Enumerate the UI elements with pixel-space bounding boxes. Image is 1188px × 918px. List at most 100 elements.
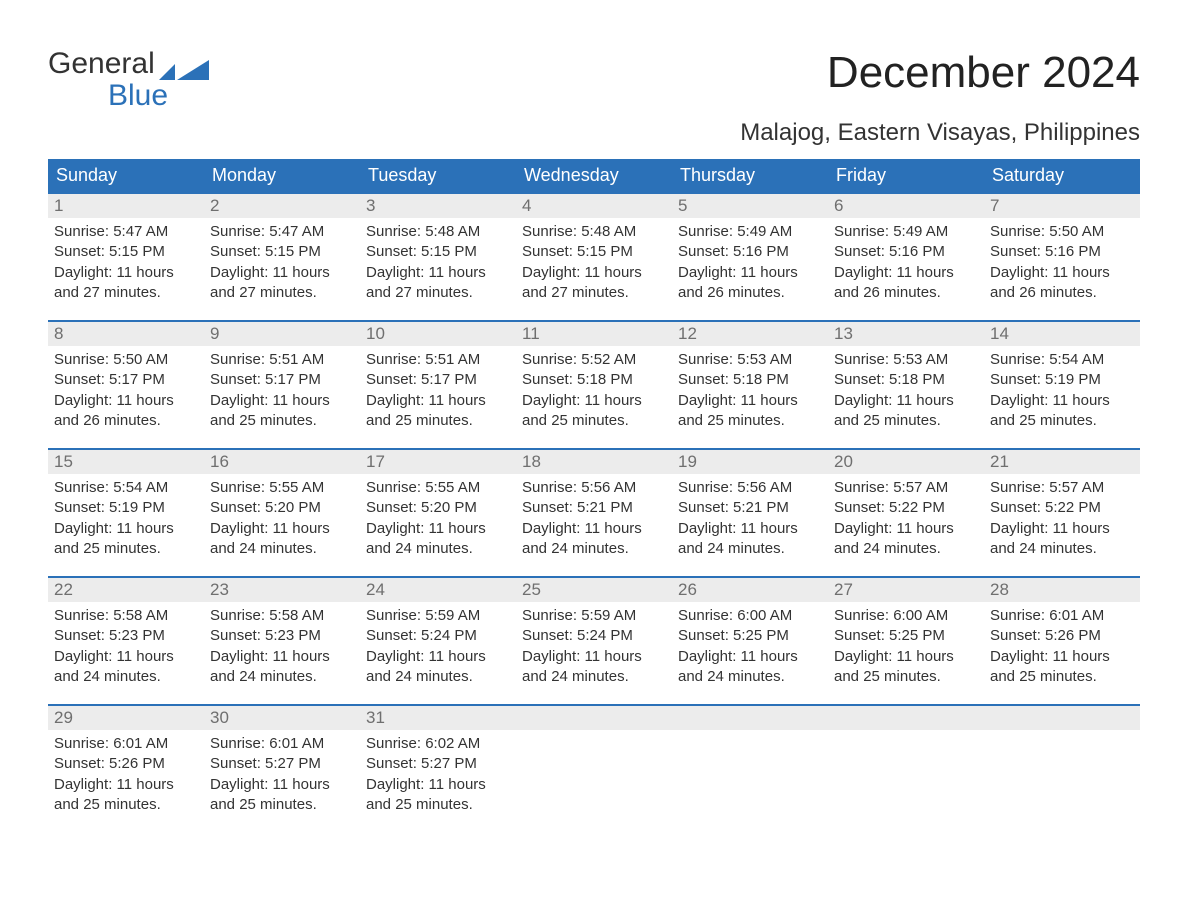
daylight-line1: Daylight: 11 hours <box>366 263 510 283</box>
calendar-day-cell <box>672 704 828 832</box>
location-subtitle: Malajog, Eastern Visayas, Philippines <box>48 119 1140 147</box>
sunrise-line: Sunrise: 5:53 AM <box>834 350 978 370</box>
sunrise-line: Sunrise: 5:47 AM <box>54 222 198 242</box>
day-details: Sunrise: 5:55 AMSunset: 5:20 PMDaylight:… <box>204 474 360 567</box>
daylight-line2: and 25 minutes. <box>990 411 1134 431</box>
daylight-line1: Daylight: 11 hours <box>834 263 978 283</box>
sunset-line: Sunset: 5:15 PM <box>522 242 666 262</box>
calendar-day-cell: 23Sunrise: 5:58 AMSunset: 5:23 PMDayligh… <box>204 576 360 704</box>
calendar-day-cell: 26Sunrise: 6:00 AMSunset: 5:25 PMDayligh… <box>672 576 828 704</box>
sunset-line: Sunset: 5:27 PM <box>210 754 354 774</box>
daylight-line2: and 25 minutes. <box>366 795 510 815</box>
daylight-line2: and 24 minutes. <box>522 667 666 687</box>
day-number: 24 <box>360 576 516 602</box>
sunrise-line: Sunrise: 5:50 AM <box>990 222 1134 242</box>
sunset-line: Sunset: 5:16 PM <box>678 242 822 262</box>
calendar-day-cell: 10Sunrise: 5:51 AMSunset: 5:17 PMDayligh… <box>360 320 516 448</box>
calendar-day-cell <box>984 704 1140 832</box>
daylight-line1: Daylight: 11 hours <box>54 647 198 667</box>
calendar-day-cell: 6Sunrise: 5:49 AMSunset: 5:16 PMDaylight… <box>828 192 984 320</box>
day-details: Sunrise: 6:01 AMSunset: 5:27 PMDaylight:… <box>204 730 360 823</box>
day-details: Sunrise: 5:53 AMSunset: 5:18 PMDaylight:… <box>672 346 828 439</box>
day-details: Sunrise: 5:59 AMSunset: 5:24 PMDaylight:… <box>360 602 516 695</box>
day-details: Sunrise: 5:56 AMSunset: 5:21 PMDaylight:… <box>516 474 672 567</box>
day-number: 16 <box>204 448 360 474</box>
daylight-line1: Daylight: 11 hours <box>522 647 666 667</box>
calendar-day-cell: 17Sunrise: 5:55 AMSunset: 5:20 PMDayligh… <box>360 448 516 576</box>
sunrise-line: Sunrise: 5:52 AM <box>522 350 666 370</box>
calendar-day-cell: 21Sunrise: 5:57 AMSunset: 5:22 PMDayligh… <box>984 448 1140 576</box>
daylight-line1: Daylight: 11 hours <box>990 263 1134 283</box>
calendar-day-cell: 25Sunrise: 5:59 AMSunset: 5:24 PMDayligh… <box>516 576 672 704</box>
calendar-day-cell: 11Sunrise: 5:52 AMSunset: 5:18 PMDayligh… <box>516 320 672 448</box>
calendar-day-cell: 14Sunrise: 5:54 AMSunset: 5:19 PMDayligh… <box>984 320 1140 448</box>
sunrise-line: Sunrise: 5:54 AM <box>54 478 198 498</box>
daylight-line2: and 24 minutes. <box>834 539 978 559</box>
daylight-line1: Daylight: 11 hours <box>522 391 666 411</box>
day-details: Sunrise: 5:58 AMSunset: 5:23 PMDaylight:… <box>48 602 204 695</box>
sunset-line: Sunset: 5:15 PM <box>366 242 510 262</box>
daylight-line1: Daylight: 11 hours <box>834 519 978 539</box>
daylight-line2: and 24 minutes. <box>522 539 666 559</box>
day-number: 15 <box>48 448 204 474</box>
daylight-line1: Daylight: 11 hours <box>210 519 354 539</box>
calendar-day-cell: 7Sunrise: 5:50 AMSunset: 5:16 PMDaylight… <box>984 192 1140 320</box>
day-details: Sunrise: 5:53 AMSunset: 5:18 PMDaylight:… <box>828 346 984 439</box>
weekday-header: Saturday <box>984 159 1140 192</box>
day-details: Sunrise: 5:57 AMSunset: 5:22 PMDaylight:… <box>984 474 1140 567</box>
daylight-line2: and 26 minutes. <box>990 283 1134 303</box>
sunset-line: Sunset: 5:26 PM <box>54 754 198 774</box>
calendar-day-cell: 19Sunrise: 5:56 AMSunset: 5:21 PMDayligh… <box>672 448 828 576</box>
day-details: Sunrise: 5:58 AMSunset: 5:23 PMDaylight:… <box>204 602 360 695</box>
sunrise-line: Sunrise: 5:51 AM <box>210 350 354 370</box>
sunrise-line: Sunrise: 6:00 AM <box>834 606 978 626</box>
day-details: Sunrise: 5:56 AMSunset: 5:21 PMDaylight:… <box>672 474 828 567</box>
daylight-line1: Daylight: 11 hours <box>54 391 198 411</box>
sunset-line: Sunset: 5:15 PM <box>54 242 198 262</box>
sunrise-line: Sunrise: 5:58 AM <box>210 606 354 626</box>
calendar-day-cell: 2Sunrise: 5:47 AMSunset: 5:15 PMDaylight… <box>204 192 360 320</box>
calendar-day-cell: 13Sunrise: 5:53 AMSunset: 5:18 PMDayligh… <box>828 320 984 448</box>
day-details: Sunrise: 5:54 AMSunset: 5:19 PMDaylight:… <box>984 346 1140 439</box>
calendar-day-cell: 4Sunrise: 5:48 AMSunset: 5:15 PMDaylight… <box>516 192 672 320</box>
calendar-day-cell: 29Sunrise: 6:01 AMSunset: 5:26 PMDayligh… <box>48 704 204 832</box>
calendar-day-cell: 3Sunrise: 5:48 AMSunset: 5:15 PMDaylight… <box>360 192 516 320</box>
sunset-line: Sunset: 5:20 PM <box>210 498 354 518</box>
calendar-day-cell: 1Sunrise: 5:47 AMSunset: 5:15 PMDaylight… <box>48 192 204 320</box>
brand-logo: General Blue <box>48 48 209 111</box>
calendar-day-cell: 18Sunrise: 5:56 AMSunset: 5:21 PMDayligh… <box>516 448 672 576</box>
sunset-line: Sunset: 5:18 PM <box>834 370 978 390</box>
day-details: Sunrise: 5:49 AMSunset: 5:16 PMDaylight:… <box>672 218 828 311</box>
day-number: 8 <box>48 320 204 346</box>
brand-line2: Blue <box>48 80 209 112</box>
sunset-line: Sunset: 5:27 PM <box>366 754 510 774</box>
day-number: 26 <box>672 576 828 602</box>
day-number: 2 <box>204 192 360 218</box>
daylight-line2: and 25 minutes. <box>366 411 510 431</box>
sunset-line: Sunset: 5:20 PM <box>366 498 510 518</box>
day-number: 19 <box>672 448 828 474</box>
day-number: 7 <box>984 192 1140 218</box>
day-number: 22 <box>48 576 204 602</box>
sunrise-line: Sunrise: 5:49 AM <box>678 222 822 242</box>
day-details: Sunrise: 5:48 AMSunset: 5:15 PMDaylight:… <box>516 218 672 311</box>
day-number: 28 <box>984 576 1140 602</box>
sunrise-line: Sunrise: 6:02 AM <box>366 734 510 754</box>
daylight-line2: and 25 minutes. <box>54 539 198 559</box>
calendar-day-cell: 5Sunrise: 5:49 AMSunset: 5:16 PMDaylight… <box>672 192 828 320</box>
calendar-day-cell: 30Sunrise: 6:01 AMSunset: 5:27 PMDayligh… <box>204 704 360 832</box>
daylight-line1: Daylight: 11 hours <box>366 391 510 411</box>
daylight-line2: and 24 minutes. <box>366 667 510 687</box>
daylight-line1: Daylight: 11 hours <box>990 391 1134 411</box>
daylight-line1: Daylight: 11 hours <box>366 775 510 795</box>
daylight-line2: and 27 minutes. <box>522 283 666 303</box>
sunrise-line: Sunrise: 5:47 AM <box>210 222 354 242</box>
sunset-line: Sunset: 5:22 PM <box>990 498 1134 518</box>
calendar-day-cell: 9Sunrise: 5:51 AMSunset: 5:17 PMDaylight… <box>204 320 360 448</box>
day-number: 11 <box>516 320 672 346</box>
calendar-week-row: 1Sunrise: 5:47 AMSunset: 5:15 PMDaylight… <box>48 192 1140 320</box>
sunset-line: Sunset: 5:24 PM <box>522 626 666 646</box>
sunrise-line: Sunrise: 5:56 AM <box>522 478 666 498</box>
daylight-line1: Daylight: 11 hours <box>54 263 198 283</box>
calendar-week-row: 8Sunrise: 5:50 AMSunset: 5:17 PMDaylight… <box>48 320 1140 448</box>
